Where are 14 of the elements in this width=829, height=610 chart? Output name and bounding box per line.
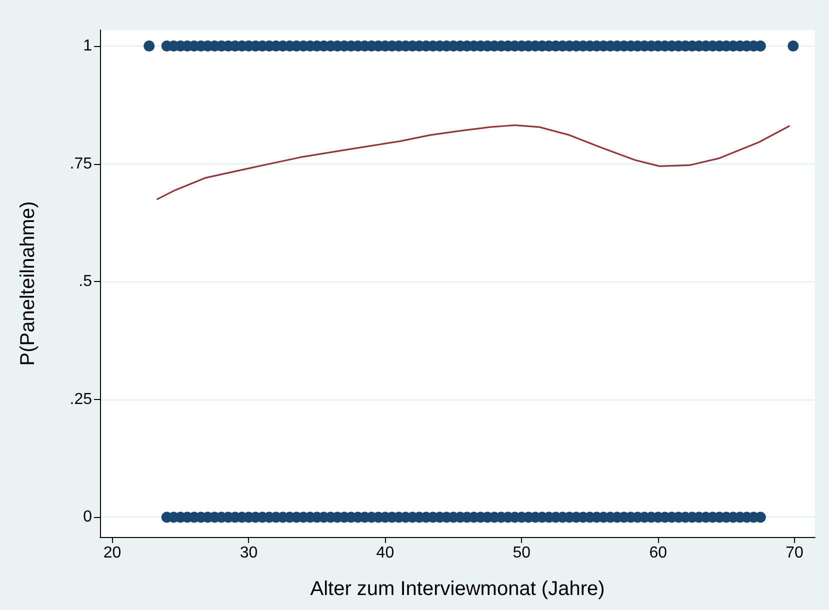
y-axis-title: P(Panelteilnahme) [17,201,39,366]
y-tick-label: .75 [70,155,92,172]
x-axis-title: Alter zum Interviewmonat (Jahre) [310,578,605,600]
x-tick-label: 40 [376,544,394,562]
x-tick-label: 70 [786,544,804,562]
y-tick-label: .25 [70,390,92,408]
line-series [156,124,790,200]
y-tick-label: 1 [83,38,92,55]
x-tick-label: 50 [512,544,531,562]
x-tick-label: 20 [103,544,122,562]
x-tick-label: 30 [240,544,258,562]
y-tick-label: .5 [78,273,92,290]
y-tick-label: 0 [83,508,92,526]
x-tick-label: 60 [649,544,668,562]
